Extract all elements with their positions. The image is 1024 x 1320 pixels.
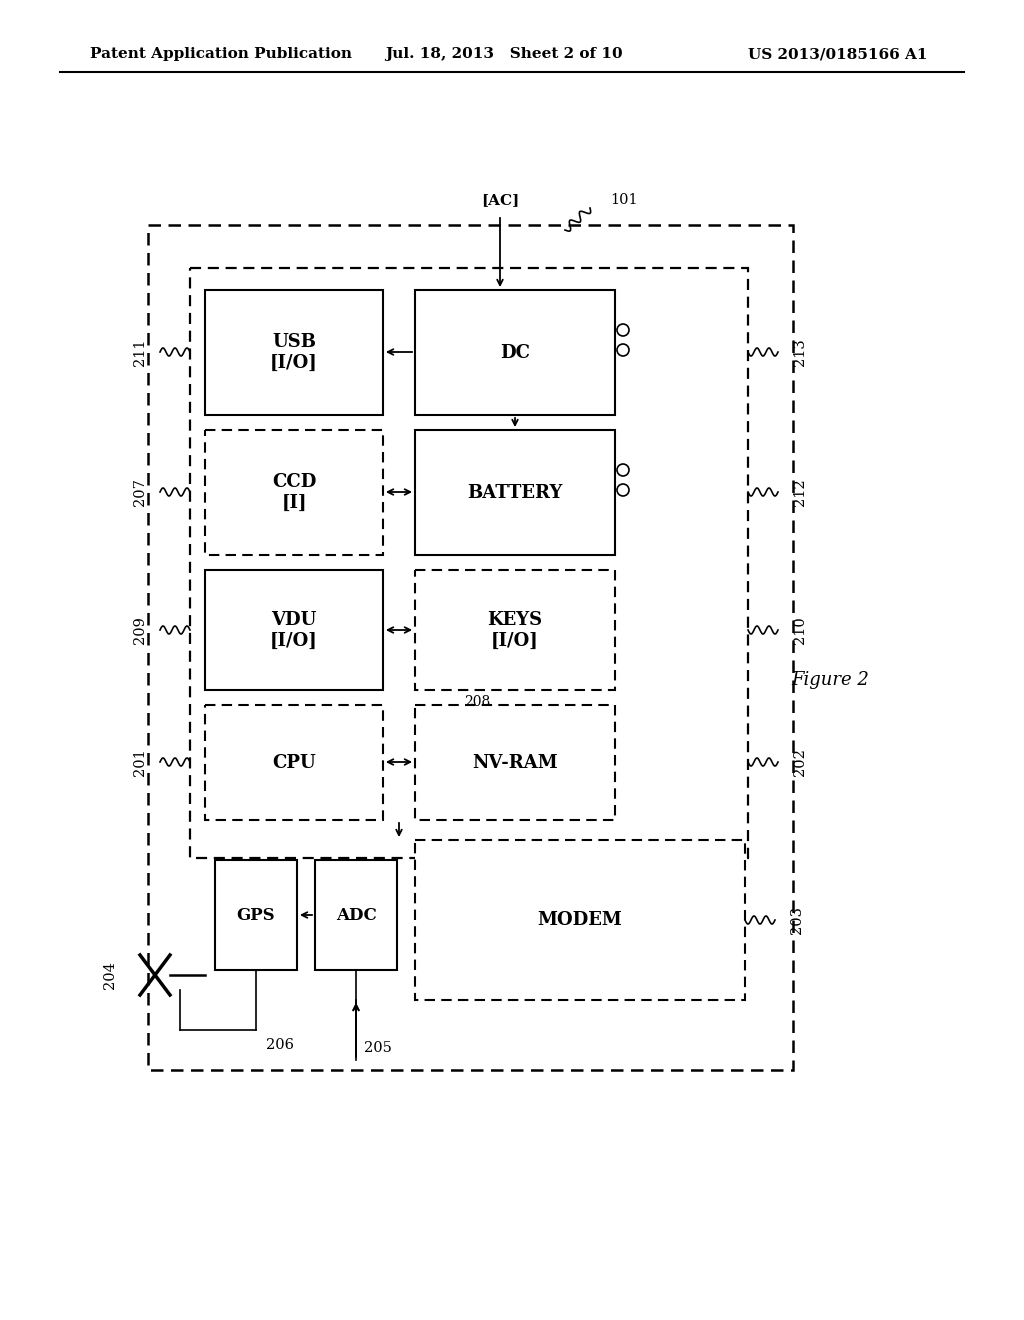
Bar: [205, 430, 383, 554]
Bar: [190, 268, 748, 858]
Text: MODEM: MODEM: [538, 911, 623, 929]
Text: CCD
[I]: CCD [I]: [271, 473, 316, 512]
Text: 202: 202: [793, 748, 807, 776]
Bar: [415, 840, 745, 1001]
Bar: [205, 705, 383, 820]
Bar: [315, 861, 397, 970]
Text: 203: 203: [790, 906, 804, 935]
Circle shape: [617, 465, 629, 477]
Bar: [415, 430, 615, 554]
Text: BATTERY: BATTERY: [467, 483, 562, 502]
Text: CPU: CPU: [272, 754, 315, 771]
Text: NV-RAM: NV-RAM: [472, 754, 558, 771]
Text: US 2013/0185166 A1: US 2013/0185166 A1: [748, 48, 928, 61]
Text: 208: 208: [464, 696, 490, 709]
Text: KEYS
[I/O]: KEYS [I/O]: [487, 611, 543, 649]
Text: 212: 212: [793, 478, 807, 506]
Text: GPS: GPS: [237, 907, 275, 924]
Text: 210: 210: [793, 616, 807, 644]
Text: Jul. 18, 2013   Sheet 2 of 10: Jul. 18, 2013 Sheet 2 of 10: [385, 48, 623, 61]
Circle shape: [617, 484, 629, 496]
Text: [AC]: [AC]: [481, 193, 519, 207]
Bar: [148, 224, 793, 1071]
Bar: [205, 570, 383, 690]
Text: 205: 205: [364, 1041, 392, 1055]
Circle shape: [617, 323, 629, 337]
Text: USB
[I/O]: USB [I/O]: [270, 333, 317, 372]
Text: Figure 2: Figure 2: [792, 671, 869, 689]
Text: 101: 101: [610, 193, 638, 207]
Text: 213: 213: [793, 338, 807, 366]
Text: 204: 204: [103, 961, 117, 989]
Bar: [415, 705, 615, 820]
Bar: [205, 290, 383, 414]
Bar: [415, 290, 615, 414]
Text: 211: 211: [133, 338, 147, 366]
Text: 206: 206: [266, 1038, 294, 1052]
Circle shape: [617, 345, 629, 356]
Text: ADC: ADC: [336, 907, 377, 924]
Text: 201: 201: [133, 748, 147, 776]
Text: Patent Application Publication: Patent Application Publication: [90, 48, 352, 61]
Bar: [415, 570, 615, 690]
Bar: [215, 861, 297, 970]
Text: DC: DC: [500, 343, 530, 362]
Text: VDU
[I/O]: VDU [I/O]: [270, 611, 317, 649]
Text: 209: 209: [133, 616, 147, 644]
Text: 207: 207: [133, 478, 147, 506]
